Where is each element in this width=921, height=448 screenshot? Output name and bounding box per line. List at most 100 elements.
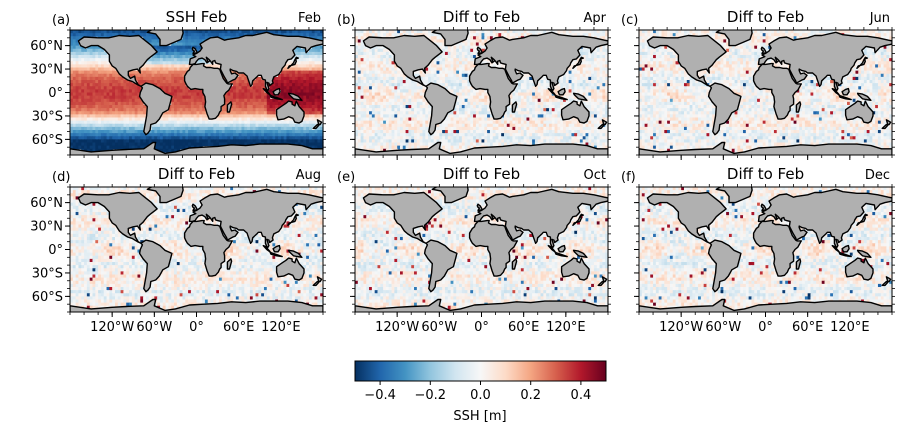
lon-tick-label: 120°E [261,320,301,335]
continent [272,87,281,96]
land-mask [355,187,608,312]
colorbar-ticks: −0.4 −0.2 0.0 0.2 0.4 [364,381,591,403]
map-panel-b: (b) Diff to Feb Apr [337,8,611,160]
continent [597,280,605,287]
continent [287,249,303,258]
continent [362,34,443,87]
colorbar-tick-label: −0.2 [415,388,447,403]
continent [312,123,320,130]
lat-tick-label: 60°S [32,290,63,305]
continent [707,239,742,293]
panel-title: Diff to Feb [727,165,804,183]
lon-tick-label: 60°W [705,320,741,335]
colorbar-tick-label: 0.4 [571,388,592,403]
map-panel-f: 120°W 60°W 0° 60°E 120°E (f) Diff to Feb Dec [621,165,895,335]
colorbar: −0.4 −0.2 0.0 0.2 0.4 SSH [m] [354,360,607,424]
panel-title: Diff to Feb [443,165,520,183]
colorbar-tick-label: −0.4 [364,388,396,403]
continent [77,191,158,244]
lon-tick-label: 120°W [375,320,419,335]
land-mask [355,30,608,155]
continent [639,141,892,155]
continent [795,101,802,113]
continent [431,30,469,47]
lon-tick-label: 120°W [90,320,134,335]
panel-month: Oct [584,168,606,183]
lon-tick-label: 120°E [830,320,870,335]
land-mask [70,30,323,155]
lat-tick-label: 30°S [32,109,63,124]
continent [547,87,568,101]
continent [707,82,742,136]
continent [572,249,588,258]
lon-tick-label: 120°E [546,320,586,335]
land-mask [639,187,892,312]
continent [146,187,184,204]
continent [275,100,305,124]
continent [560,100,590,124]
continent [511,258,518,270]
panel-letter: (e) [337,170,355,185]
continent [473,31,608,92]
ssh-field [639,30,893,153]
lon-tick-label: 0° [189,320,204,335]
continent [760,46,767,55]
panel-letter: (a) [52,13,70,28]
map-panels: 60°N 30°N 0° 30°S 60°S (a) SSH Feb Feb (b) Diff t… [30,8,895,335]
continent [226,101,233,113]
continent [601,276,608,283]
continent [138,239,173,293]
continent [70,298,323,312]
lon-tick-label: 0° [474,320,489,335]
colorbar-gradient [354,360,607,382]
lon-tick-label: 60°E [223,320,254,335]
continent [572,92,588,101]
continent [476,46,483,55]
continent [275,257,305,281]
continent [287,92,303,101]
continent [312,280,320,287]
continent [844,257,874,281]
land-mask [639,30,892,155]
continent [316,119,323,126]
lon-tick-label: 120°W [659,320,703,335]
continent [70,141,323,155]
panel-month: Feb [298,11,321,26]
continent [146,30,184,47]
continent [646,34,727,87]
continent [831,87,852,101]
continent [557,87,566,96]
map-panel-c: (c) Diff to Feb Jun [621,8,895,160]
continent [795,258,802,270]
ssh-field [70,30,324,153]
map-panel-a: 60°N 30°N 0° 30°S 60°S (a) SSH Feb Feb [30,8,326,160]
lat-tick-label: 0° [48,243,63,258]
lat-tick-label: 60°S [32,133,63,148]
continent [885,119,892,126]
panel-title: Diff to Feb [727,8,804,26]
continent [547,244,568,258]
continent [856,92,872,101]
colorbar-tick-label: 0.2 [520,388,541,403]
lon-tick-label: 60°E [792,320,823,335]
continent [476,203,483,212]
continent [760,203,767,212]
continent [557,244,566,253]
continent [885,276,892,283]
panel-month: Jun [869,11,890,26]
continent [572,213,585,226]
continent [316,276,323,283]
continent [287,56,300,69]
continent [183,62,233,120]
continent [183,219,233,277]
panel-title: SSH Feb [166,8,228,26]
continent [831,244,852,258]
continent [757,188,892,249]
continent [572,56,585,69]
panel-letter: (b) [337,13,355,28]
continent [856,213,869,226]
colorbar-tick-label: 0.0 [470,388,491,403]
lat-tick-label: 60°N [30,39,63,54]
continent [355,298,608,312]
continent [191,203,198,212]
